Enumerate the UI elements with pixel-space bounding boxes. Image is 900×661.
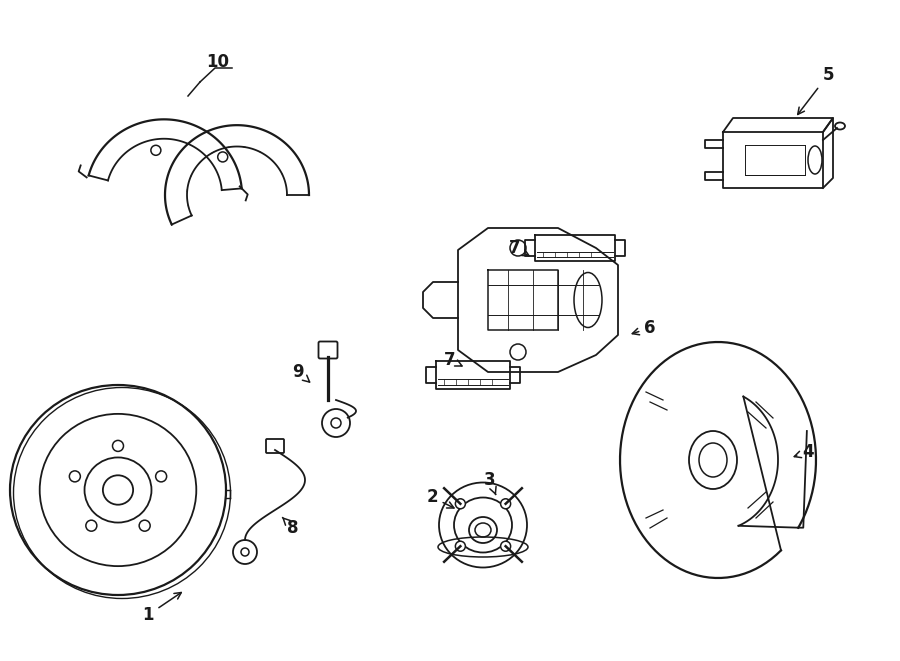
- Text: 6: 6: [633, 319, 656, 337]
- Text: 9: 9: [292, 363, 310, 382]
- Ellipse shape: [835, 122, 845, 130]
- Circle shape: [500, 499, 510, 509]
- Text: 7: 7: [509, 239, 529, 257]
- Text: 2: 2: [427, 488, 454, 508]
- Text: 8: 8: [283, 518, 299, 537]
- Text: 7: 7: [445, 351, 462, 369]
- Text: 1: 1: [142, 592, 181, 624]
- Circle shape: [455, 541, 465, 551]
- Text: 4: 4: [795, 443, 814, 461]
- Text: 5: 5: [797, 66, 833, 114]
- Text: 10: 10: [206, 53, 230, 71]
- Circle shape: [500, 541, 510, 551]
- Text: 3: 3: [484, 471, 496, 494]
- Circle shape: [455, 499, 465, 509]
